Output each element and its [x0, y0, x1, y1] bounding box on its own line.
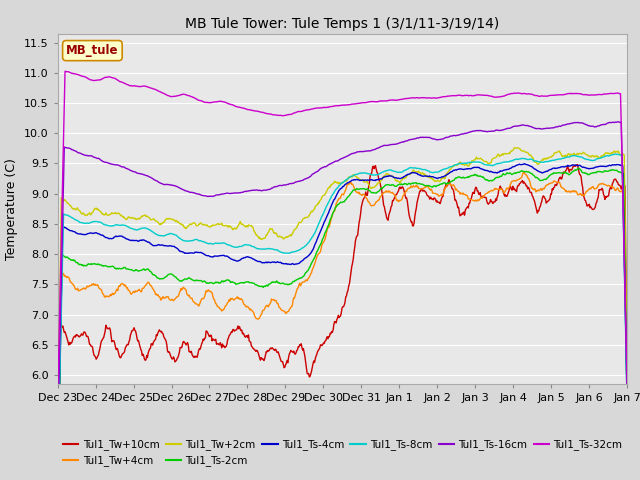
- Tul1_Ts-4cm: [623, 408, 631, 414]
- Line: Tul1_Tw+10cm: Tul1_Tw+10cm: [58, 165, 627, 480]
- Tul1_Tw+4cm: [401, 190, 409, 196]
- Tul1_Ts-8cm: [54, 473, 61, 479]
- Tul1_Ts-32cm: [122, 81, 129, 86]
- Tul1_Ts-4cm: [253, 258, 261, 264]
- Tul1_Tw+4cm: [520, 169, 528, 175]
- Tul1_Tw+2cm: [433, 178, 441, 184]
- Tul1_Ts-32cm: [434, 95, 442, 101]
- Tul1_Ts-4cm: [521, 161, 529, 167]
- Legend: Tul1_Tw+10cm, Tul1_Tw+4cm, Tul1_Tw+2cm, Tul1_Ts-2cm, Tul1_Ts-4cm, Tul1_Ts-8cm, T: Tul1_Tw+10cm, Tul1_Tw+4cm, Tul1_Tw+2cm, …: [63, 439, 623, 467]
- Tul1_Tw+2cm: [623, 384, 631, 390]
- Tul1_Tw+2cm: [253, 233, 261, 239]
- Tul1_Tw+2cm: [511, 145, 518, 151]
- Tul1_Ts-8cm: [253, 246, 261, 252]
- Tul1_Tw+2cm: [54, 463, 61, 469]
- Tul1_Tw+10cm: [573, 162, 581, 168]
- Line: Tul1_Tw+2cm: Tul1_Tw+2cm: [58, 148, 627, 466]
- Tul1_Ts-32cm: [61, 69, 69, 74]
- Tul1_Tw+2cm: [225, 224, 233, 230]
- Tul1_Ts-2cm: [225, 277, 233, 283]
- Tul1_Ts-32cm: [402, 96, 410, 102]
- Tul1_Tw+10cm: [433, 198, 441, 204]
- Tul1_Tw+10cm: [401, 192, 409, 198]
- Tul1_Ts-32cm: [54, 401, 61, 407]
- Tul1_Ts-8cm: [623, 408, 631, 414]
- Tul1_Ts-16cm: [401, 138, 409, 144]
- Line: Tul1_Ts-2cm: Tul1_Ts-2cm: [58, 168, 627, 480]
- Tul1_Ts-16cm: [433, 137, 441, 143]
- Tul1_Tw+4cm: [275, 304, 283, 310]
- Tul1_Ts-4cm: [433, 176, 441, 181]
- Tul1_Ts-16cm: [54, 439, 61, 444]
- Tul1_Tw+2cm: [401, 175, 409, 181]
- Tul1_Tw+10cm: [225, 333, 233, 338]
- Tul1_Ts-2cm: [575, 165, 583, 171]
- Tul1_Ts-16cm: [253, 187, 261, 193]
- Y-axis label: Temperature (C): Temperature (C): [5, 158, 19, 260]
- Tul1_Ts-8cm: [120, 222, 128, 228]
- Tul1_Ts-8cm: [275, 248, 283, 254]
- Tul1_Ts-8cm: [433, 169, 441, 175]
- Tul1_Ts-4cm: [54, 478, 61, 480]
- Tul1_Ts-8cm: [225, 242, 233, 248]
- Tul1_Ts-2cm: [120, 264, 128, 270]
- Tul1_Ts-32cm: [254, 108, 262, 114]
- Tul1_Ts-2cm: [401, 181, 409, 187]
- Line: Tul1_Tw+4cm: Tul1_Tw+4cm: [58, 172, 627, 480]
- Tul1_Ts-4cm: [225, 255, 233, 261]
- Tul1_Ts-8cm: [401, 168, 409, 173]
- Tul1_Tw+4cm: [225, 297, 233, 303]
- Line: Tul1_Ts-4cm: Tul1_Ts-4cm: [58, 164, 627, 480]
- Tul1_Tw+4cm: [433, 192, 441, 197]
- Tul1_Tw+10cm: [253, 348, 261, 354]
- Tul1_Tw+4cm: [623, 410, 631, 416]
- Tul1_Ts-2cm: [433, 182, 441, 188]
- Tul1_Tw+4cm: [253, 316, 261, 322]
- Line: Tul1_Ts-16cm: Tul1_Ts-16cm: [58, 122, 627, 442]
- Tul1_Tw+2cm: [275, 234, 283, 240]
- Title: MB Tule Tower: Tule Temps 1 (3/1/11-3/19/14): MB Tule Tower: Tule Temps 1 (3/1/11-3/19…: [185, 17, 500, 31]
- Tul1_Ts-4cm: [275, 260, 283, 265]
- Tul1_Tw+4cm: [120, 283, 128, 289]
- Tul1_Ts-2cm: [275, 279, 283, 285]
- Tul1_Ts-8cm: [611, 151, 618, 157]
- Tul1_Ts-2cm: [623, 406, 631, 411]
- Tul1_Ts-4cm: [401, 173, 409, 179]
- Tul1_Tw+10cm: [275, 351, 283, 357]
- Tul1_Tw+10cm: [120, 349, 128, 355]
- Tul1_Tw+10cm: [623, 389, 631, 395]
- Tul1_Ts-4cm: [120, 235, 128, 240]
- Tul1_Ts-16cm: [614, 119, 622, 125]
- Tul1_Ts-16cm: [120, 165, 128, 170]
- Tul1_Ts-16cm: [225, 191, 233, 196]
- Tul1_Ts-2cm: [253, 283, 261, 288]
- Line: Tul1_Ts-8cm: Tul1_Ts-8cm: [58, 154, 627, 476]
- Tul1_Ts-16cm: [623, 393, 631, 399]
- Tul1_Ts-32cm: [226, 101, 234, 107]
- Tul1_Ts-32cm: [276, 112, 284, 118]
- Tul1_Ts-16cm: [275, 183, 283, 189]
- Text: MB_tule: MB_tule: [66, 44, 118, 57]
- Line: Tul1_Ts-32cm: Tul1_Ts-32cm: [58, 72, 627, 404]
- Tul1_Tw+2cm: [120, 215, 128, 220]
- Tul1_Ts-32cm: [623, 381, 631, 386]
